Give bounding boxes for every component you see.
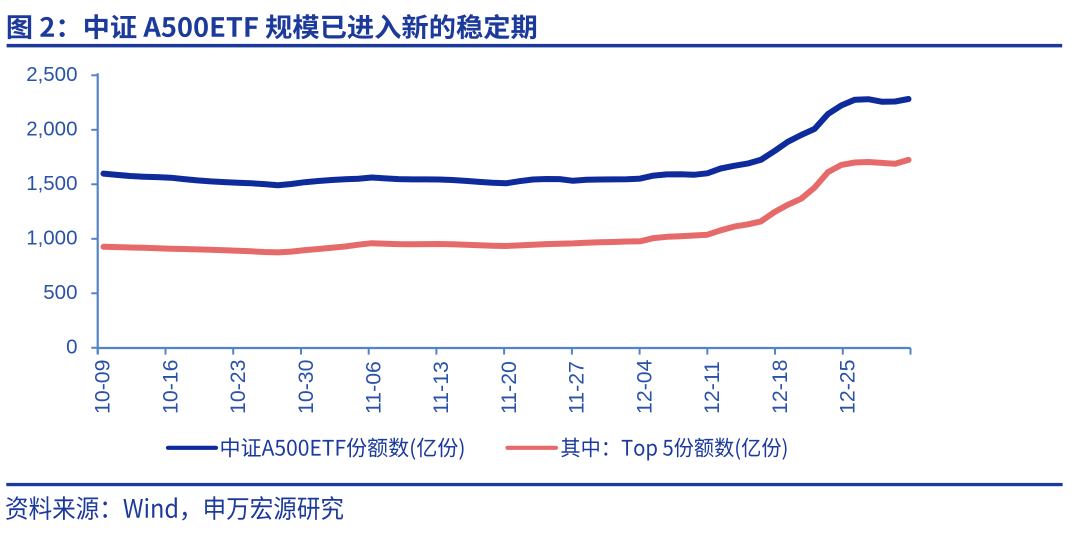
svg-text:1,000: 1,000 [26, 227, 77, 250]
svg-text:11-13: 11-13 [429, 361, 453, 414]
svg-text:2,000: 2,000 [26, 118, 77, 141]
svg-text:10-16: 10-16 [158, 360, 182, 414]
svg-text:500: 500 [43, 281, 77, 304]
svg-text:12-11: 12-11 [700, 361, 724, 414]
svg-text:11-20: 11-20 [497, 361, 521, 414]
svg-text:2,500: 2,500 [26, 63, 77, 86]
svg-text:0: 0 [66, 336, 77, 359]
svg-text:11-06: 11-06 [362, 361, 386, 414]
svg-text:11-27: 11-27 [565, 361, 589, 414]
svg-text:1,500: 1,500 [26, 172, 77, 195]
svg-text:12-04: 12-04 [632, 359, 656, 414]
svg-text:12-18: 12-18 [768, 360, 792, 414]
svg-text:10-30: 10-30 [294, 359, 318, 414]
svg-text:12-25: 12-25 [836, 360, 860, 414]
svg-text:10-09: 10-09 [91, 360, 115, 414]
svg-text:10-23: 10-23 [226, 360, 250, 414]
